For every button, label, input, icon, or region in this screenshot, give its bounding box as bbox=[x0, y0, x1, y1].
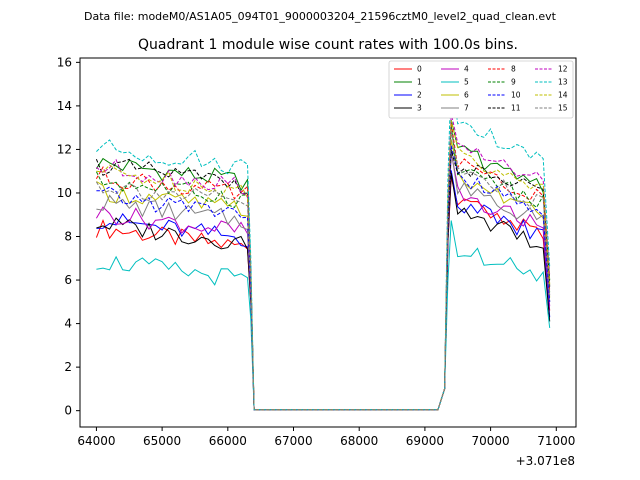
legend-box bbox=[388, 60, 574, 119]
legend-label-11: 11 bbox=[511, 104, 521, 113]
series-line-3 bbox=[96, 172, 551, 411]
series-line-4 bbox=[95, 153, 551, 411]
legend-label-15: 15 bbox=[558, 104, 568, 113]
series-line-5 bbox=[96, 220, 551, 411]
legend-label-10: 10 bbox=[511, 91, 521, 100]
legend-label-7: 7 bbox=[464, 104, 469, 113]
legend-label-3: 3 bbox=[417, 104, 422, 113]
series-line-0 bbox=[95, 177, 551, 411]
legend-label-9: 9 bbox=[511, 78, 516, 87]
data-file-label: Data file: modeM0/AS1A05_094T01_90000032… bbox=[84, 10, 557, 23]
series-line-14 bbox=[96, 120, 551, 411]
y-tick-label: 0 bbox=[64, 404, 72, 418]
legend-label-4: 4 bbox=[464, 65, 469, 74]
y-axis: 0 2 4 6 8 10 12 14 16 bbox=[57, 55, 80, 418]
chart-title: Quadrant 1 module wise count rates with … bbox=[138, 37, 518, 53]
series-line-2 bbox=[96, 170, 551, 411]
series-line-13 bbox=[96, 75, 551, 411]
y-tick-label: 2 bbox=[64, 360, 72, 374]
y-tick-label: 10 bbox=[57, 186, 72, 200]
legend-label-12: 12 bbox=[558, 65, 568, 74]
legend-label-6: 6 bbox=[464, 91, 469, 100]
series-line-10 bbox=[96, 145, 551, 411]
plot-area bbox=[79, 57, 577, 428]
series-layer bbox=[95, 75, 551, 411]
y-tick-label: 8 bbox=[64, 230, 72, 244]
y-tick-label: 16 bbox=[57, 55, 72, 69]
legend-label-13: 13 bbox=[558, 78, 568, 87]
x-axis: 64000 65000 66000 67000 68000 69000 70000 71000 bbox=[77, 427, 575, 448]
series-line-1 bbox=[95, 119, 551, 411]
y-tick-label: 12 bbox=[57, 142, 72, 156]
x-tick-label: 70000 bbox=[472, 434, 510, 448]
legend-label-14: 14 bbox=[558, 91, 568, 100]
series-line-12 bbox=[96, 113, 551, 411]
series-line-7 bbox=[96, 149, 551, 411]
x-axis-offset-label: +3.071e8 bbox=[516, 454, 575, 468]
plot-border bbox=[79, 57, 577, 428]
legend-label-0: 0 bbox=[417, 65, 422, 74]
y-tick-label: 14 bbox=[57, 99, 72, 113]
x-tick-label: 65000 bbox=[143, 434, 181, 448]
x-tick-label: 66000 bbox=[209, 434, 247, 448]
plot-background bbox=[80, 58, 576, 427]
series-line-11 bbox=[95, 149, 551, 411]
x-tick-label: 69000 bbox=[406, 434, 444, 448]
y-tick-label: 6 bbox=[64, 273, 72, 287]
x-tick-label: 68000 bbox=[340, 434, 378, 448]
series-line-15 bbox=[95, 131, 551, 411]
x-tick-label: 71000 bbox=[537, 434, 575, 448]
legend-label-8: 8 bbox=[511, 65, 516, 74]
x-tick-label: 64000 bbox=[77, 434, 115, 448]
legend-label-2: 2 bbox=[417, 91, 422, 100]
legend-label-5: 5 bbox=[464, 78, 469, 87]
y-tick-label: 4 bbox=[64, 317, 72, 331]
x-tick-label: 67000 bbox=[274, 434, 312, 448]
legend-label-1: 1 bbox=[417, 78, 422, 87]
